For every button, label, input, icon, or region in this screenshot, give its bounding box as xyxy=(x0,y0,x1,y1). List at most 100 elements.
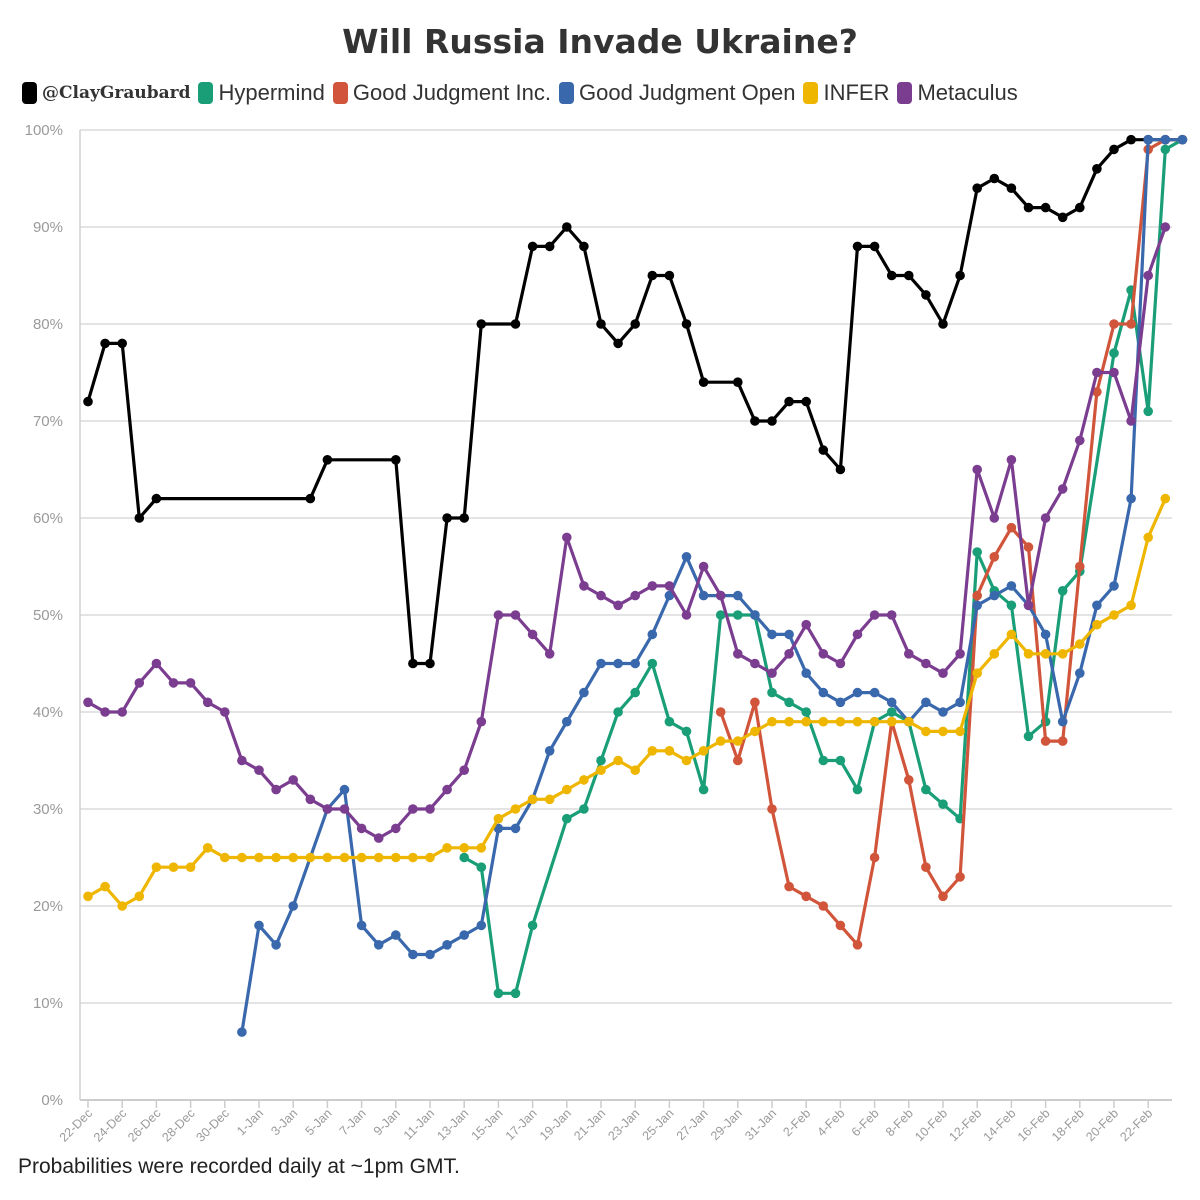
data-point-good-judgment-open xyxy=(1177,134,1188,145)
data-point-infer xyxy=(921,726,931,737)
data-point-hypermind xyxy=(733,610,743,620)
series-line-infer xyxy=(86,497,1167,908)
legend-swatch xyxy=(558,82,574,104)
y-tick-label: 40% xyxy=(33,704,63,721)
data-point-infer xyxy=(630,765,640,775)
x-tick-label: 7-Jan xyxy=(337,1106,369,1138)
data-point-metaculus xyxy=(271,784,281,795)
data-point-claygraubard xyxy=(801,396,811,407)
x-tick-label: 4-Feb xyxy=(815,1106,848,1139)
x-tick-label: 2-Feb xyxy=(780,1106,813,1139)
data-point-good-judgment-open xyxy=(562,716,572,727)
data-point-infer xyxy=(442,843,452,853)
data-point-infer xyxy=(459,843,470,853)
data-point-good-judgment-open xyxy=(373,940,384,950)
data-point-hypermind xyxy=(476,862,487,872)
data-point-metaculus xyxy=(818,649,829,659)
x-tick-label: 16-Feb xyxy=(1015,1106,1053,1144)
data-point-hypermind xyxy=(510,988,521,999)
data-point-metaculus xyxy=(904,649,914,659)
y-tick-label: 0% xyxy=(41,1092,63,1109)
legend-label: Good Judgment Inc. xyxy=(352,80,551,105)
data-point-infer xyxy=(408,852,418,863)
legend-swatch xyxy=(332,82,348,104)
data-point-claygraubard xyxy=(630,319,640,329)
data-point-metaculus xyxy=(1057,484,1068,494)
data-point-metaculus xyxy=(1160,222,1171,232)
data-point-hypermind xyxy=(784,697,794,708)
data-point-infer xyxy=(151,862,162,872)
data-point-infer xyxy=(1092,619,1102,630)
data-point-hypermind xyxy=(527,920,538,931)
data-point-good-judgment-open xyxy=(1126,493,1136,504)
x-tick-label: 9-Jan xyxy=(371,1106,403,1138)
data-point-infer xyxy=(356,852,367,863)
legend-swatch xyxy=(803,82,819,104)
data-point-infer xyxy=(818,716,829,727)
data-point-good-judgment-open xyxy=(921,697,931,708)
data-point-metaculus xyxy=(886,610,897,620)
data-point-claygraubard xyxy=(425,658,435,669)
data-point-claygraubard xyxy=(151,493,162,504)
data-point-claygraubard xyxy=(869,241,880,252)
data-point-infer xyxy=(476,843,487,853)
data-point-claygraubard xyxy=(613,338,623,349)
data-point-good-judgment-open xyxy=(886,697,897,708)
data-point-good-judgment-inc xyxy=(801,891,811,902)
data-point-infer xyxy=(288,852,299,863)
data-point-good-judgment-open xyxy=(1109,581,1119,591)
data-point-metaculus xyxy=(647,581,658,591)
data-point-claygraubard xyxy=(1006,183,1017,193)
data-point-infer xyxy=(989,649,1000,659)
legend-label: Metaculus xyxy=(917,80,1018,105)
data-point-good-judgment-open xyxy=(339,784,350,795)
data-point-good-judgment-inc xyxy=(921,862,931,872)
data-point-metaculus xyxy=(220,707,230,717)
data-point-metaculus xyxy=(596,590,606,601)
data-point-good-judgment-open xyxy=(459,930,470,940)
data-point-metaculus xyxy=(391,823,401,834)
data-point-hypermind xyxy=(715,610,726,620)
y-tick-label: 20% xyxy=(33,898,63,915)
chart-title: Will Russia Invade Ukraine? xyxy=(342,22,858,61)
data-point-claygraubard xyxy=(698,377,709,388)
data-point-metaculus xyxy=(613,600,623,611)
data-point-infer xyxy=(733,736,743,746)
data-point-claygraubard xyxy=(921,290,931,300)
data-point-good-judgment-open xyxy=(818,687,829,698)
data-point-metaculus xyxy=(510,610,521,620)
data-point-claygraubard xyxy=(886,270,897,281)
data-point-hypermind xyxy=(852,784,863,795)
data-point-hypermind xyxy=(1109,348,1119,358)
data-point-hypermind xyxy=(698,784,709,795)
legend-label: Good Judgment Open xyxy=(578,80,796,105)
data-point-metaculus xyxy=(305,794,316,805)
data-point-claygraubard xyxy=(681,319,692,329)
data-point-good-judgment-open xyxy=(579,687,589,698)
data-point-good-judgment-inc xyxy=(733,755,743,766)
data-point-metaculus xyxy=(664,581,675,591)
data-point-claygraubard xyxy=(408,658,418,669)
data-point-metaculus xyxy=(698,561,709,572)
data-point-claygraubard xyxy=(476,319,487,329)
y-tick-label: 90% xyxy=(33,219,63,236)
data-point-infer xyxy=(1057,649,1068,659)
x-tick-label: 22-Dec xyxy=(57,1106,95,1144)
data-point-metaculus xyxy=(373,833,384,843)
x-tick-label: 13-Jan xyxy=(434,1106,471,1143)
data-point-claygraubard xyxy=(1126,134,1136,145)
data-point-infer xyxy=(1160,493,1171,504)
data-point-good-judgment-open xyxy=(442,940,452,950)
data-point-metaculus xyxy=(955,649,965,659)
data-point-metaculus xyxy=(202,697,213,708)
data-point-good-judgment-open xyxy=(613,658,623,669)
data-point-claygraubard xyxy=(322,455,333,465)
data-point-good-judgment-inc xyxy=(938,891,948,902)
data-point-hypermind xyxy=(613,707,623,717)
data-point-metaculus xyxy=(1092,367,1102,378)
data-point-good-judgment-open xyxy=(647,629,658,640)
data-point-good-judgment-open xyxy=(784,629,794,640)
x-tick-label: 21-Jan xyxy=(571,1106,608,1143)
data-point-infer xyxy=(391,852,401,863)
